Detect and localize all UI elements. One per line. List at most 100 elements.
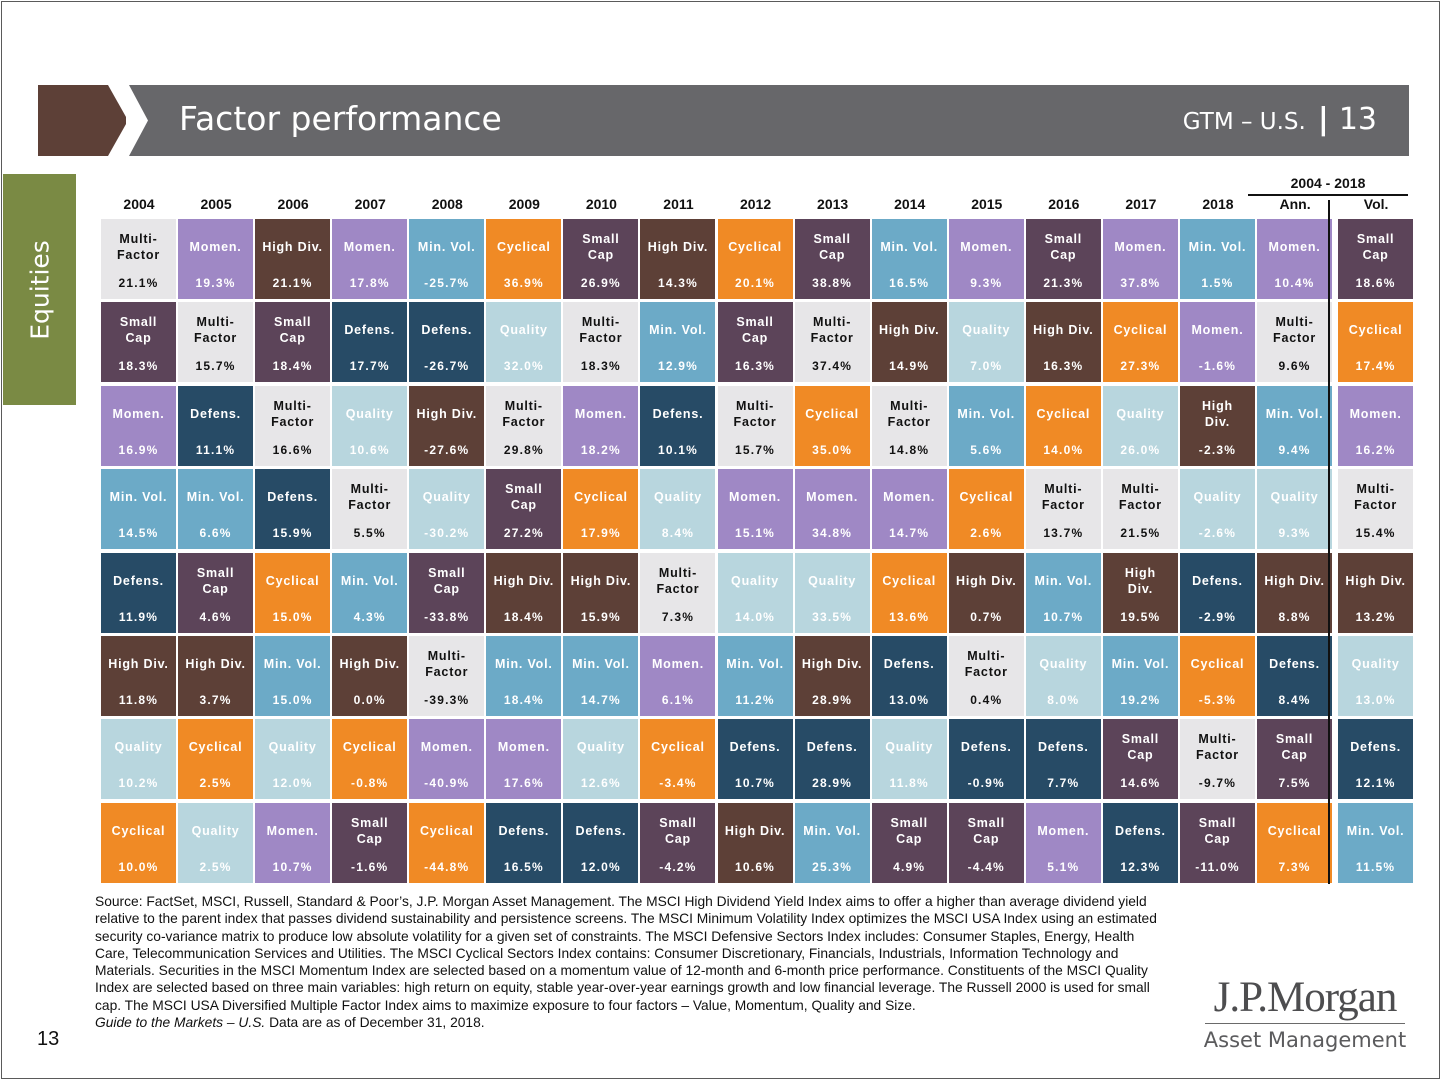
factor-return-value: 0.4%	[970, 693, 1003, 707]
factor-label: Quality	[653, 490, 702, 505]
factor-return-value: 0.0%	[353, 693, 386, 707]
factor-cell: Min. Vol. 11.5%	[1338, 802, 1414, 883]
header-bar	[126, 85, 1409, 156]
header-meta: GTM – U.S. | 13	[1183, 102, 1377, 137]
factor-label: Min. Vol.	[726, 657, 784, 671]
factor-label: Momen.	[1037, 823, 1090, 838]
factor-return-value: 12.0%	[580, 859, 621, 874]
factor-cell: Momen. 16.9%	[101, 385, 176, 466]
factor-cell: Quality 9.3%	[1257, 469, 1333, 550]
factor-return-value: -44.8%	[424, 859, 470, 874]
factor-return-value: 15.9%	[580, 609, 621, 624]
footer-page-number: 13	[37, 1028, 60, 1050]
factor-cell: Min. Vol. -25.7%	[409, 219, 485, 299]
factor-label: Multi- Factor	[425, 649, 469, 679]
factor-cell: Quality 8.0%	[1025, 636, 1101, 716]
factor-label: Quality	[885, 740, 934, 755]
factor-cell: Min. Vol. 14.5%	[101, 469, 176, 550]
factor-cell: Defens. -26.7%	[409, 302, 485, 383]
factor-return-value: 14.9%	[889, 359, 930, 374]
section-tab-equities[interactable]: Equities	[3, 174, 76, 405]
factor-cell: High Div. 0.7%	[948, 552, 1024, 633]
factor-cell: Momen. 37.8%	[1102, 219, 1178, 299]
factor-cell: High Div. 19.5%	[1102, 552, 1178, 633]
factor-return-value: 9.3%	[1278, 526, 1311, 541]
factor-cell: Small Cap -4.2%	[640, 802, 716, 883]
factor-label: Quality	[191, 823, 240, 838]
factor-return-value: 33.5%	[812, 609, 853, 624]
factor-cell: Min. Vol. 10.7%	[1025, 552, 1101, 633]
factor-label: Quality	[114, 740, 163, 755]
factor-cell: Small Cap 26.9%	[563, 219, 639, 299]
factor-cell: Min. Vol. 11.2%	[717, 636, 793, 716]
factor-return-value: 7.5%	[1278, 776, 1311, 791]
factor-return-value: 36.9%	[503, 276, 544, 290]
factor-return-value: 17.8%	[349, 276, 390, 290]
factor-cell: Momen. -40.9%	[409, 719, 485, 800]
factor-cell: Min. Vol. 12.9%	[640, 302, 716, 383]
factor-label: Small Cap	[1044, 232, 1082, 262]
factor-cell: Multi- Factor 21.5%	[1102, 469, 1178, 550]
column-header: 2016	[1048, 196, 1080, 212]
factor-return-value: 16.5%	[503, 859, 544, 874]
factor-return-value: 18.4%	[503, 609, 544, 624]
factor-return-value: -11.0%	[1195, 859, 1240, 874]
ann-vol-divider	[1328, 200, 1330, 884]
factor-cell: Cyclical -3.4%	[640, 719, 716, 800]
factor-label: Cyclical	[1190, 657, 1245, 671]
factor-return-value: 9.3%	[970, 276, 1003, 290]
factor-cell: Quality 10.6%	[332, 385, 408, 466]
factor-label: Small Cap	[582, 232, 620, 262]
factor-return-value: -3.4%	[659, 776, 697, 791]
factor-cell: Small Cap -11.0%	[1179, 802, 1255, 883]
factor-cell: High Div. -2.3%	[1179, 385, 1255, 466]
factor-return-value: 6.6%	[199, 526, 232, 541]
factor-label: Quality	[731, 573, 780, 588]
factor-label: Small Cap	[428, 565, 466, 596]
factor-return-value: 13.7%	[1043, 526, 1084, 541]
factor-cell: High Div. 15.9%	[563, 552, 639, 633]
factor-return-value: 18.2%	[580, 442, 621, 457]
factor-cell: Small Cap 18.6%	[1338, 219, 1414, 299]
factor-label: Defens.	[1037, 740, 1089, 755]
factor-cell: Defens. 7.7%	[1025, 719, 1101, 800]
factor-label: Quality	[1039, 657, 1088, 671]
factor-return-value: 17.9%	[580, 526, 621, 541]
factor-cell: Cyclical -5.3%	[1179, 636, 1255, 716]
factor-label: Defens.	[729, 740, 781, 755]
factor-return-value: 10.0%	[118, 859, 159, 874]
column-header: 2018	[1202, 196, 1234, 212]
factor-return-value: 15.0%	[272, 693, 313, 707]
factor-return-value: 12.1%	[1355, 776, 1396, 791]
factor-cell: Small Cap 4.9%	[871, 802, 947, 883]
factor-label: Min. Vol.	[417, 240, 476, 254]
guide-title: Guide to the Markets – U.S.	[95, 1015, 266, 1031]
factor-cell: Small Cap 14.6%	[1102, 719, 1178, 800]
factor-label: Small Cap	[890, 815, 928, 846]
factor-return-value: -39.3%	[424, 693, 470, 707]
factor-return-value: 12.9%	[657, 359, 698, 374]
factor-cell: Momen. 34.8%	[794, 469, 870, 550]
factor-return-value: 35.0%	[812, 442, 853, 457]
factor-label: Defens.	[1269, 657, 1320, 671]
factor-cell: Momen. 18.2%	[563, 385, 639, 466]
factor-return-value: 4.6%	[199, 609, 232, 624]
factor-return-value: 17.6%	[503, 776, 544, 791]
factor-cell: Cyclical 35.0%	[794, 385, 870, 466]
factor-label: Momen.	[266, 823, 319, 838]
factor-return-value: 34.8%	[812, 526, 853, 541]
factor-return-value: 8.4%	[1278, 693, 1311, 707]
factor-return-value: 11.8%	[118, 693, 159, 707]
factor-cell: Momen. 6.1%	[640, 636, 716, 716]
factor-return-value: 2.5%	[199, 859, 232, 874]
factor-label: Min. Vol.	[957, 406, 1016, 421]
factor-return-value: 32.0%	[503, 359, 544, 374]
factor-return-value: 10.7%	[1043, 609, 1084, 624]
factor-label: High Div.	[493, 573, 555, 588]
logo-rule	[1205, 1023, 1405, 1024]
factor-return-value: -2.3%	[1198, 442, 1237, 457]
factor-return-value: 14.5%	[118, 526, 159, 541]
factor-cell: Small Cap 18.4%	[255, 302, 331, 383]
factor-return-value: 26.0%	[1120, 442, 1161, 457]
factor-cell: Momen. 15.1%	[717, 469, 793, 550]
